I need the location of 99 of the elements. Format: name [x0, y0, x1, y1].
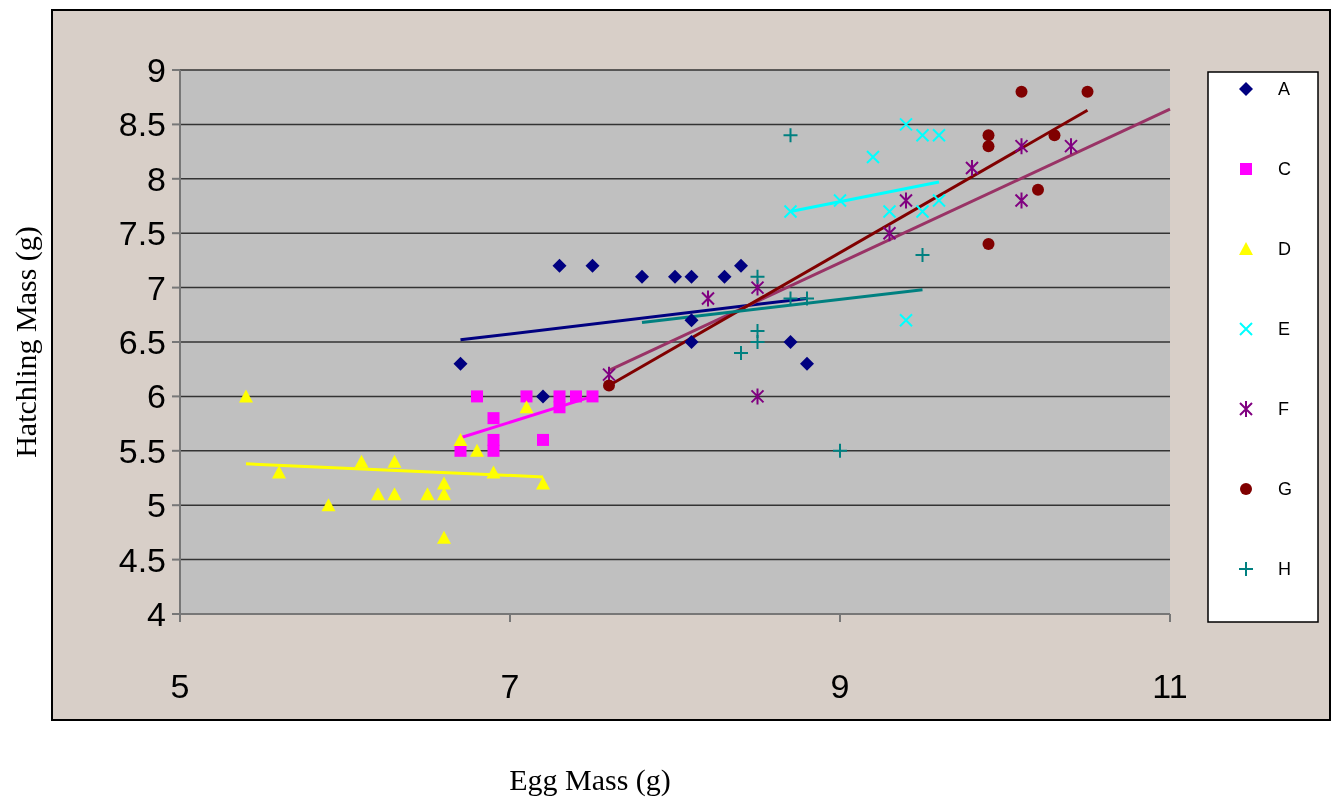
x-tick-label: 11 [1152, 667, 1188, 705]
y-tick-label: 7.5 [118, 214, 166, 253]
point [570, 390, 582, 403]
point [486, 465, 501, 479]
legend-label: E [1278, 319, 1291, 340]
point [519, 400, 534, 414]
point [965, 158, 979, 177]
point [1048, 129, 1061, 142]
point [1064, 137, 1078, 156]
point [684, 335, 699, 349]
point [684, 269, 699, 284]
point [684, 313, 699, 328]
point [783, 335, 798, 349]
y-tick-label: 9 [147, 50, 166, 89]
legend-label: F [1278, 399, 1289, 420]
point [866, 150, 880, 165]
x-axis-title: Egg Mass (g) [509, 763, 671, 797]
y-tick-label: 4.5 [118, 540, 166, 579]
point [239, 389, 253, 403]
point [733, 344, 749, 361]
point [882, 224, 897, 243]
point [487, 412, 500, 425]
point [536, 389, 550, 404]
point [272, 465, 286, 479]
point [1081, 85, 1094, 98]
point [354, 454, 369, 468]
point [437, 476, 451, 490]
point [635, 269, 649, 284]
y-tick-label: 7 [147, 268, 166, 307]
point [1015, 85, 1028, 98]
point [932, 128, 946, 143]
point [471, 390, 483, 403]
point [899, 313, 913, 328]
y-tick-label: 8 [147, 159, 166, 198]
point [1014, 137, 1029, 156]
x-tick-label: 5 [170, 667, 190, 705]
point [982, 238, 995, 251]
point [783, 204, 798, 219]
point [536, 476, 550, 490]
point [668, 269, 682, 284]
point [371, 487, 385, 501]
point [749, 268, 766, 285]
point [799, 290, 815, 307]
legend-label: C [1278, 159, 1291, 180]
legend-label: G [1278, 479, 1293, 500]
legend-label: H [1278, 559, 1291, 580]
y-tick-label: 5 [147, 486, 166, 525]
point [750, 278, 765, 297]
point [701, 289, 715, 308]
point [520, 390, 533, 403]
point [453, 432, 468, 446]
point [321, 498, 336, 512]
point [552, 258, 567, 273]
point [454, 444, 467, 457]
point [749, 334, 766, 350]
y-axis-title: Hatchling Mass (g) [9, 226, 43, 458]
point [782, 127, 799, 144]
point [537, 433, 549, 446]
point [487, 433, 500, 446]
point [899, 117, 913, 132]
x-tick-label: 9 [830, 667, 850, 705]
point [387, 487, 402, 501]
point [734, 258, 748, 273]
point [750, 387, 765, 406]
point [982, 129, 995, 142]
legend-label: D [1278, 239, 1291, 260]
point [420, 487, 435, 501]
point [437, 530, 451, 544]
point [932, 193, 946, 208]
point [602, 365, 616, 384]
point [915, 128, 930, 143]
point [1014, 191, 1029, 210]
point [882, 204, 897, 219]
point [832, 442, 848, 459]
point [1032, 183, 1044, 196]
point [982, 140, 995, 153]
point [437, 487, 451, 501]
y-tick-label: 5.5 [118, 431, 166, 470]
x-tick-label: 7 [500, 667, 520, 705]
point [553, 401, 566, 414]
point [915, 204, 930, 219]
point [553, 390, 566, 403]
point [800, 356, 814, 371]
point [453, 356, 468, 371]
y-tick-label: 6 [147, 377, 166, 416]
point [899, 191, 913, 210]
point [470, 443, 484, 457]
point [717, 269, 732, 284]
point [603, 379, 615, 392]
point [487, 444, 500, 457]
point [586, 390, 599, 403]
point [833, 193, 847, 208]
point [387, 454, 402, 468]
legend-label: A [1278, 79, 1291, 100]
y-tick-label: 4 [147, 594, 166, 633]
y-tick-label: 6.5 [118, 322, 166, 361]
y-tick-label: 8.5 [118, 105, 166, 144]
point [585, 258, 600, 273]
point [914, 246, 931, 263]
